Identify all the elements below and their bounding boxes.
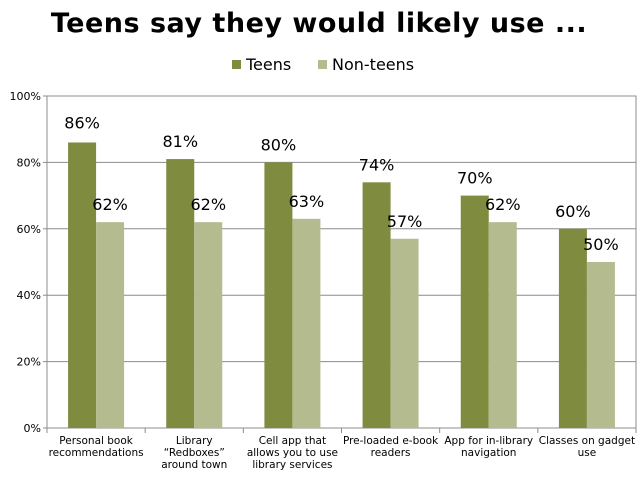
data-label: 70% xyxy=(457,169,493,188)
x-tick-label: Classes on gadget xyxy=(539,435,635,447)
x-tick-label: Library xyxy=(176,435,213,447)
data-label: 60% xyxy=(555,202,591,221)
x-tick-label: Personal book xyxy=(59,435,133,447)
x-tick-label: Pre-loaded e-book xyxy=(343,435,439,447)
y-tick-label: 0% xyxy=(24,422,41,435)
y-tick-label: 20% xyxy=(17,356,41,369)
bar-teens-2 xyxy=(166,159,195,428)
data-label: 80% xyxy=(261,135,297,154)
bar-non-teens-6 xyxy=(586,262,615,428)
x-tick-label: “Redboxes” xyxy=(164,447,225,459)
data-label: 74% xyxy=(359,155,395,174)
bar-non-teens-2 xyxy=(194,222,223,428)
x-tick-label: recommendations xyxy=(49,447,144,459)
x-tick-label: around town xyxy=(161,459,227,471)
data-label: 62% xyxy=(190,195,226,214)
bar-non-teens-4 xyxy=(390,238,419,428)
x-tick-label: readers xyxy=(371,447,411,459)
bar-teens-5 xyxy=(460,195,489,428)
data-label: 62% xyxy=(485,195,521,214)
y-tick-label: 80% xyxy=(17,156,41,169)
legend-swatch xyxy=(232,60,241,69)
legend-swatch xyxy=(318,60,327,69)
data-label: 62% xyxy=(92,195,128,214)
data-label: 57% xyxy=(387,212,423,231)
y-tick-label: 40% xyxy=(17,289,41,302)
x-tick-label: navigation xyxy=(461,447,516,459)
bar-non-teens-5 xyxy=(488,222,517,428)
bar-non-teens-3 xyxy=(292,218,321,428)
bar-teens-4 xyxy=(362,182,391,428)
plot-frame xyxy=(46,95,637,429)
bar-non-teens-1 xyxy=(96,222,125,428)
x-tick-label: library services xyxy=(252,459,332,471)
bar-teens-1 xyxy=(68,142,97,429)
x-tick-label: Cell app that xyxy=(259,435,326,447)
y-tick-label: 60% xyxy=(17,223,41,236)
data-label: 63% xyxy=(289,192,325,211)
legend-label: Non-teens xyxy=(332,55,414,74)
data-label: 81% xyxy=(162,132,198,151)
data-label: 86% xyxy=(64,113,100,132)
y-tick-label: 100% xyxy=(10,90,41,103)
x-tick-label: App for in-library xyxy=(444,435,533,447)
data-label: 50% xyxy=(583,235,619,254)
bar-teens-6 xyxy=(558,228,587,428)
chart-title: Teens say they would likely use ... xyxy=(50,8,588,39)
legend-label: Teens xyxy=(245,55,291,74)
x-tick-label: use xyxy=(578,447,597,459)
x-tick-label: allows you to use xyxy=(247,447,338,459)
bar-teens-3 xyxy=(264,162,293,428)
